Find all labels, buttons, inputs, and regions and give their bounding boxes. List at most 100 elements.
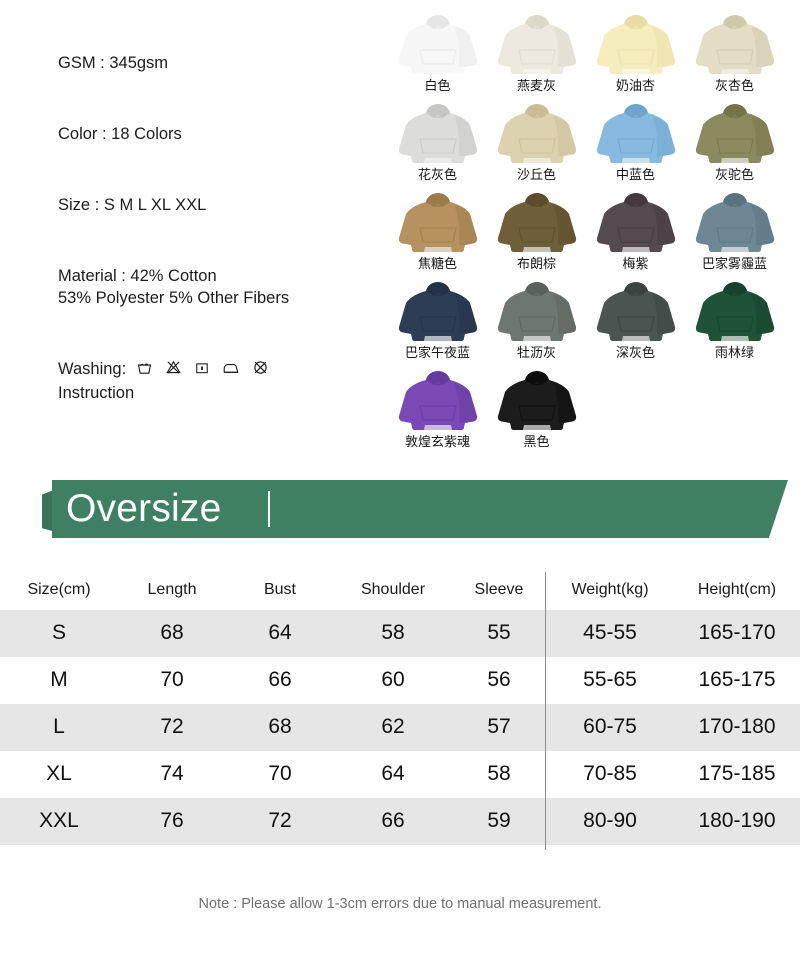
color-swatch[interactable]: 梅紫 [586,192,685,281]
color-swatch[interactable]: 深灰色 [586,281,685,370]
spec-item-gsm: GSM : 345gsm [58,52,388,74]
color-swatch[interactable]: 布朗棕 [487,192,586,281]
table-row: L 72 68 62 57 60-75 170-180 [0,704,800,751]
color-swatch[interactable]: 中蓝色 [586,103,685,192]
hoodie-icon [495,281,579,344]
color-swatch[interactable]: 灰杏色 [685,14,784,103]
table-cell: 62 [334,704,452,751]
washing-header: Washing: [58,358,388,380]
color-swatch-label: 梅紫 [622,257,649,272]
table-cell: 66 [226,657,334,704]
banner-content: Oversize [52,480,788,538]
table-cell: 72 [226,798,334,845]
table-header-cell: Length [118,572,226,610]
color-swatch[interactable]: 花灰色 [388,103,487,192]
color-swatch-label: 中蓝色 [615,168,655,183]
color-swatch[interactable]: 牡沥灰 [487,281,586,370]
hoodie-icon [396,192,480,255]
table-cell: 165-175 [674,657,800,704]
banner-divider [268,491,271,527]
hoodie-icon [693,192,777,255]
hoodie-icon [396,103,480,166]
hoodie-icon [693,14,777,77]
hoodie-icon [693,281,777,344]
washing-label: Washing: [58,360,127,378]
color-swatch[interactable]: 燕麦灰 [487,14,586,103]
table-cell: 70 [226,751,334,798]
washing-instruction-label: Instruction [58,384,135,402]
table-cell: 68 [118,610,226,657]
table-cell-size: M [0,657,118,704]
color-swatch-label: 牡沥灰 [516,346,556,361]
color-swatch[interactable]: 白色 [388,14,487,103]
spec-item-color: Color : 18 Colors [58,123,388,145]
color-swatch-label: 深灰色 [615,346,655,361]
table-header-cell: Height(cm) [674,572,800,610]
color-swatch[interactable]: 黑色 [487,370,586,459]
color-swatch-label: 巴家雾霾蓝 [701,257,767,272]
spec-gsm-text: GSM : 345gsm [58,54,169,72]
table-cell: 170-180 [674,704,800,751]
table-cell: 55 [452,610,546,657]
hoodie-icon [396,14,480,77]
table-cell: 66 [334,798,452,845]
table-body: S 68 64 58 55 45-55 165-170 M 70 66 60 56 55-65 165-1… [0,610,800,845]
color-swatch-label: 巴家午夜蓝 [404,346,470,361]
color-swatch-label: 灰杏色 [714,79,754,94]
table-cell: 180-190 [674,798,800,845]
color-swatch[interactable]: 沙丘色 [487,103,586,192]
table-cell: 58 [334,610,452,657]
table-cell: 70-85 [546,751,674,798]
table-row: XXL 76 72 66 59 80-90 180-190 [0,798,800,845]
banner-shape [52,480,788,538]
color-swatch[interactable]: 巴家午夜蓝 [388,281,487,370]
color-swatch-label: 布朗棕 [516,257,556,272]
banner-title: Oversize [66,487,222,530]
table-cell: 60-75 [546,704,674,751]
color-swatch-label: 灰驼色 [714,168,754,183]
table-cell: 68 [226,704,334,751]
spec-color-text: Color : 18 Colors [58,125,182,143]
oversize-banner: Oversize [0,476,800,548]
hoodie-icon [396,281,480,344]
table-header-cell: Weight(kg) [546,572,674,610]
table-cell: 72 [118,704,226,751]
color-swatch[interactable]: 灰驼色 [685,103,784,192]
color-swatch[interactable]: 雨林绿 [685,281,784,370]
table-header-cell: Size(cm) [0,572,118,610]
hoodie-icon [594,192,678,255]
table-vertical-divider [545,572,546,850]
table-cell: 64 [226,610,334,657]
table-cell: 45-55 [546,610,674,657]
spec-list: GSM : 345gsm Color : 18 Colors Size : S … [58,52,388,404]
table-cell-size: S [0,610,118,657]
spec-item-size: Size : S M L XL XXL [58,194,388,216]
spec-item-washing: Washing: [58,358,388,404]
table-cell: 175-185 [674,751,800,798]
hoodie-icon [594,103,678,166]
table-row: XL 74 70 64 58 70-85 175-185 [0,751,800,798]
color-swatch-label: 黑色 [523,435,550,450]
color-swatch[interactable]: 奶油杏 [586,14,685,103]
table-cell-size: XXL [0,798,118,845]
color-swatch[interactable]: 敦煌玄紫魂 [388,370,487,459]
color-swatch-grid: 白色 燕麦灰 奶油杏 灰杏色花灰色 沙丘色 中蓝色 灰驼色焦糖色 布朗棕 梅紫 巴家雾霾蓝巴家午夜… [388,14,784,459]
table-cell: 55-65 [546,657,674,704]
table-cell: 58 [452,751,546,798]
color-swatch[interactable]: 焦糖色 [388,192,487,281]
table-cell: 64 [334,751,452,798]
hoodie-icon [495,103,579,166]
table-header-cell: Shoulder [334,572,452,610]
size-chart-section: Size(cm) Length Bust Shoulder Sleeve Weight(k… [0,572,800,850]
spec-material-text: Material : 42% Cotton 53% Polyester 5% O… [58,267,290,307]
table-cell: 56 [452,657,546,704]
hand-wash-icon [137,360,152,380]
color-swatch-label: 敦煌玄紫魂 [404,435,470,450]
color-swatch-label: 焦糖色 [417,257,457,272]
hoodie-icon [396,370,480,433]
table-cell: 80-90 [546,798,674,845]
table-cell: 76 [118,798,226,845]
table-cell: 60 [334,657,452,704]
no-dry-clean-icon [253,360,268,380]
color-swatch[interactable]: 巴家雾霾蓝 [685,192,784,281]
